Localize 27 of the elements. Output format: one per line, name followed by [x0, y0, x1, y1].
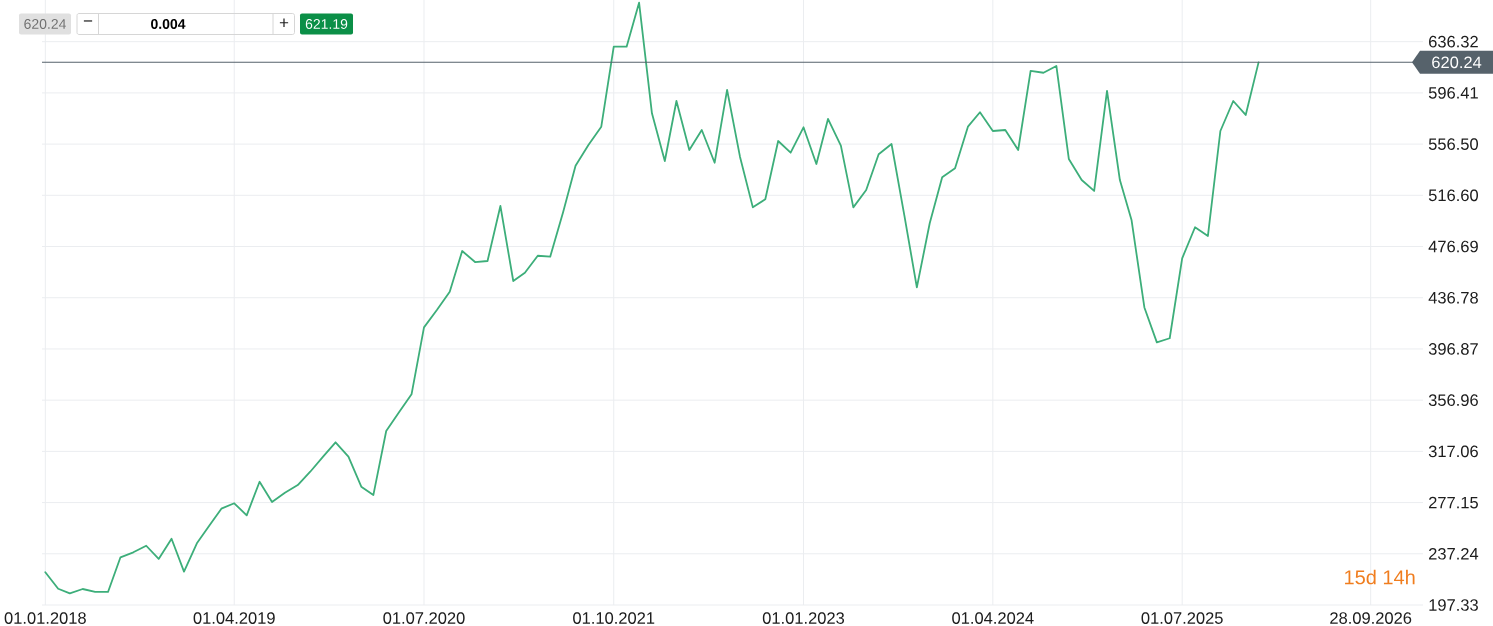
- y-tick-label: 237.24: [1429, 547, 1479, 560]
- x-tick-label: 01.07.2020: [383, 612, 465, 624]
- y-tick-label: 596.41: [1428, 87, 1478, 99]
- y-tick-label: 317.06: [1428, 445, 1478, 458]
- annotation: −: [83, 20, 93, 22]
- y-tick-label: 556.50: [1428, 138, 1479, 150]
- x-tick-label: 01.04.2024: [952, 612, 1034, 624]
- x-tick-label: 01.04.2019: [193, 612, 275, 624]
- x-tick-label: 01.10.2021: [573, 612, 655, 624]
- annotation: 621.19: [305, 19, 348, 29]
- annotation: +: [279, 18, 289, 27]
- annotation: 620.24: [24, 19, 66, 29]
- y-tick-label: 197.33: [1429, 599, 1478, 611]
- y-tick-label: 277.15: [1429, 496, 1478, 509]
- y-tick-label: 396.87: [1428, 343, 1478, 355]
- y-tick-label: 636.32: [1429, 35, 1478, 48]
- annotation: 15d 14h: [1345, 569, 1415, 585]
- annotation: 0.004: [151, 19, 186, 29]
- x-tick-label: 01.01.2023: [762, 612, 845, 624]
- y-tick-label: 476.69: [1428, 240, 1478, 253]
- y-tick-label: 516.60: [1428, 189, 1479, 202]
- x-tick-label: 01.01.2018: [4, 612, 86, 624]
- x-tick-label: 28.09.2026: [1330, 612, 1412, 624]
- ref-line-label: 620.24: [1432, 56, 1482, 69]
- x-tick-label: 01.07.2025: [1141, 612, 1223, 624]
- y-tick-label: 356.96: [1428, 394, 1478, 406]
- y-tick-label: 436.78: [1428, 291, 1478, 304]
